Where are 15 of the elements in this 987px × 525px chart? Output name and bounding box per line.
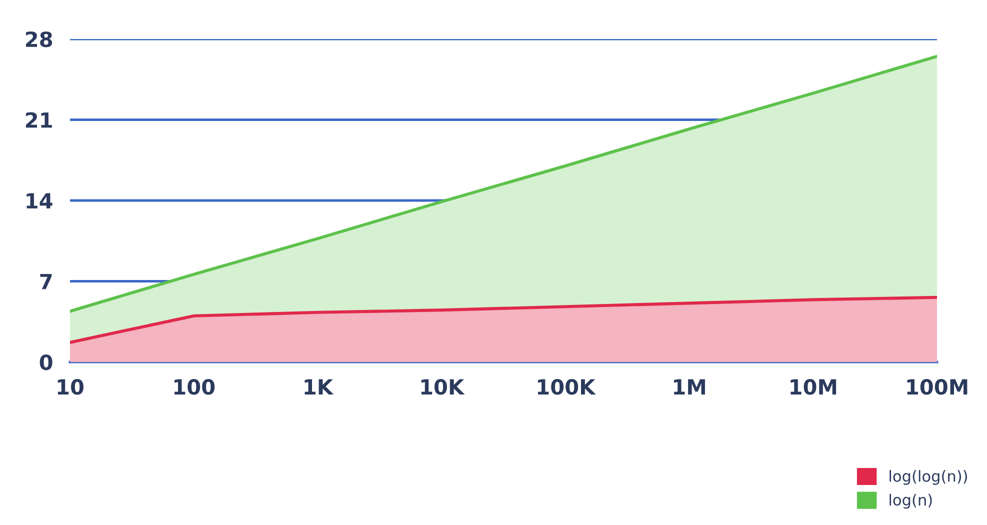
- x-tick-label: 10: [58, 379, 84, 395]
- y-tick-label: 28: [26, 31, 52, 48]
- x-tick-label: 100M: [907, 379, 968, 395]
- y-tick-label: 21: [26, 112, 52, 128]
- legend-label: log(log(n)): [890, 470, 967, 485]
- y-tick-label: 7: [40, 274, 52, 290]
- x-tick-label: 100K: [538, 379, 596, 395]
- y-tick-label: 0: [40, 354, 52, 370]
- x-tick-label: 1K: [304, 379, 334, 394]
- x-tick-label: 1M: [674, 379, 705, 394]
- x-tick-label: 10M: [790, 379, 836, 395]
- x-tick-label: 10K: [421, 379, 465, 395]
- y-tick-label: 14: [26, 193, 52, 208]
- x-tick-label: 100: [174, 379, 215, 395]
- legend-label: log(n): [890, 494, 932, 509]
